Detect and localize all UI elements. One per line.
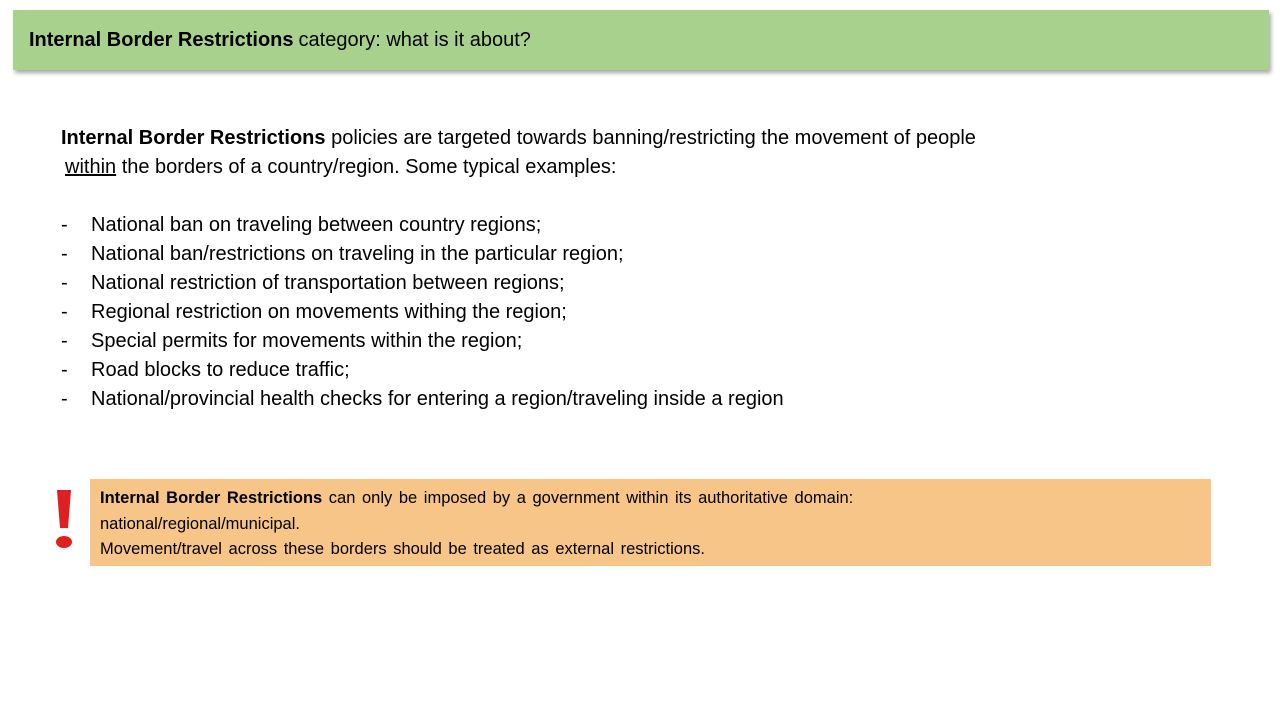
examples-list: - National ban on traveling between count… (61, 211, 784, 414)
note-bold-term: Internal Border Restrictions (100, 489, 323, 507)
list-item-text: Road blocks to reduce traffic; (91, 359, 350, 381)
bullet-dash: - (61, 388, 68, 410)
exclamation-icon (56, 490, 72, 548)
intro-line-2: within the borders of a country/region. … (61, 153, 1161, 182)
list-item: - Special permits for movements within th… (61, 327, 784, 356)
note-text-1: can only be imposed by a government with… (322, 489, 854, 507)
intro-underlined-word: within (65, 156, 117, 178)
title-rest: category: what is it about? (298, 28, 531, 51)
list-item-text: National ban on traveling between countr… (91, 214, 542, 236)
bullet-dash: - (61, 359, 68, 381)
intro-line-1: Internal Border Restrictions policies ar… (61, 124, 1161, 153)
note-line-2: national/regional/municipal. (100, 514, 300, 533)
note-line-1: Internal Border Restrictions can only be… (100, 486, 1201, 512)
bullet-dash: - (61, 243, 68, 265)
list-item-text: National ban/restrictions on traveling i… (91, 243, 624, 265)
list-item: - Road blocks to reduce traffic; (61, 356, 784, 385)
list-item-text: National restriction of transportation b… (91, 272, 565, 294)
list-item-text: Regional restriction on movements within… (91, 301, 567, 323)
title-bold: Internal Border Restrictions (29, 28, 294, 51)
bullet-dash: - (61, 272, 68, 294)
title-bar: Internal Border Restrictions category: w… (13, 10, 1269, 70)
intro-text-1: policies are targeted towards banning/re… (325, 127, 976, 149)
list-item: - National ban on traveling between count… (61, 211, 784, 240)
list-item: - Regional restriction on movements withi… (61, 298, 784, 327)
bullet-dash: - (61, 301, 68, 323)
list-item: - National ban/restrictions on traveling … (61, 240, 784, 269)
note-box: Internal Border Restrictions can only be… (90, 479, 1211, 566)
bullet-dash: - (61, 330, 68, 352)
list-item-text: National/provincial health checks for en… (91, 388, 784, 410)
list-item-text: Special permits for movements within the… (91, 330, 523, 352)
note-line-3: Movement/travel across these borders sho… (100, 540, 705, 558)
intro-bold-term: Internal Border Restrictions (61, 127, 326, 149)
intro-text-2: the borders of a country/region. Some ty… (116, 156, 617, 178)
list-item: - National restriction of transportation … (61, 269, 784, 298)
bullet-dash: - (61, 214, 68, 236)
list-item: - National/provincial health checks for e… (61, 385, 784, 414)
intro-paragraph: Internal Border Restrictions policies ar… (61, 124, 1161, 182)
